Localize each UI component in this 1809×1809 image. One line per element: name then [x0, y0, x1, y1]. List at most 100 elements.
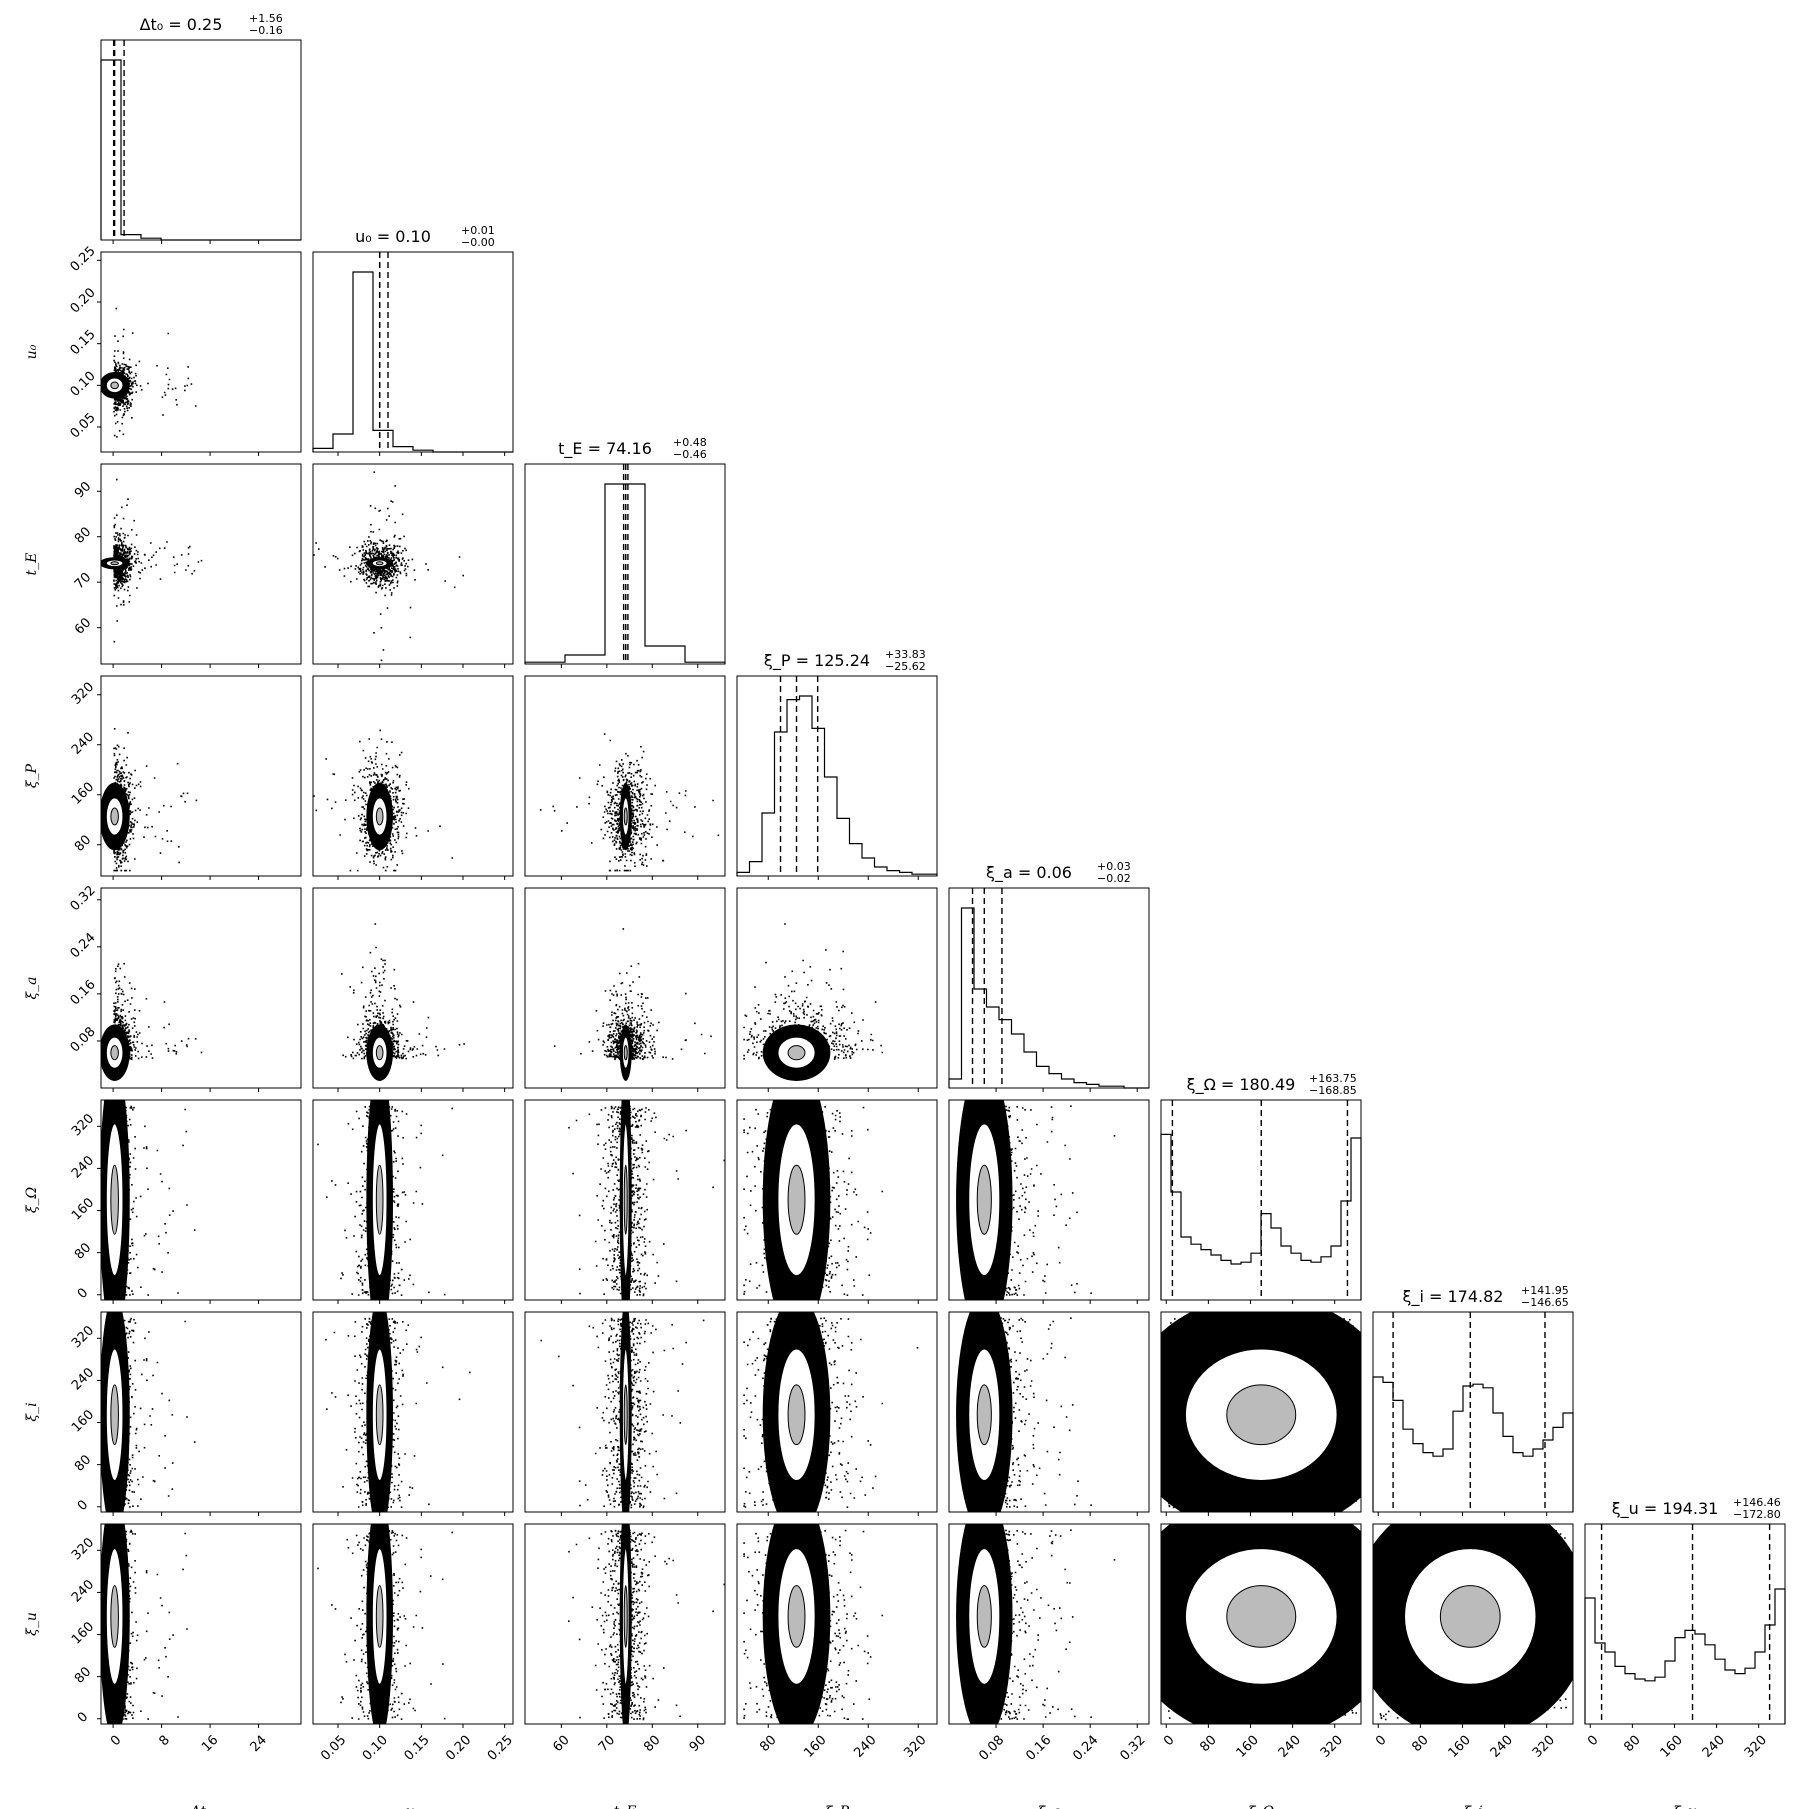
- xtick-label: 0.05: [318, 1733, 349, 1764]
- xtick-label: 16: [199, 1733, 221, 1755]
- yaxis-label-xiP: ξ_P: [24, 763, 40, 788]
- points-dt0-xia: [101, 962, 203, 1081]
- points-tE-xiu: [568, 1524, 725, 1724]
- xtick-label: 240: [1276, 1733, 1304, 1761]
- scatter-panel-dt0-u0: 0.05 0.10 0.15 0.20 0.25: [68, 244, 302, 456]
- ytick-label: 90: [72, 479, 94, 501]
- panel-frame: [100, 1099, 302, 1301]
- ytick-label: 160: [69, 1407, 97, 1435]
- panel-frame: [312, 251, 514, 453]
- contour-center: [787, 1045, 806, 1061]
- xtick-label: 320: [1742, 1733, 1770, 1761]
- xtick-label: 320: [1318, 1733, 1346, 1761]
- title-err-plus: +0.01: [461, 224, 495, 237]
- ytick-label: 0.16: [68, 977, 99, 1008]
- xtick-label: 80: [641, 1733, 663, 1755]
- ytick-label: 240: [69, 1577, 97, 1605]
- ytick-label: 80: [72, 1240, 94, 1262]
- scatter-panel-u0-xii: [312, 1311, 514, 1516]
- points-tE-xii: [540, 1312, 705, 1512]
- point-cloud: [113, 307, 197, 438]
- point-cloud: [568, 1105, 725, 1297]
- points-tE-xiO: [568, 1100, 725, 1300]
- xtick-label: 0.32: [1117, 1733, 1148, 1764]
- xtick-label: 0.20: [443, 1733, 474, 1764]
- ytick-label: 240: [69, 730, 97, 758]
- xtick-label: 0: [1585, 1733, 1601, 1749]
- scatter-panel-dt0-xia: 0.08 0.16 0.24 0.32: [68, 883, 302, 1092]
- xtick-label: 0.15: [402, 1733, 433, 1764]
- ytick-label: 0.10: [68, 369, 99, 400]
- contour-center: [110, 381, 119, 390]
- xtick-label: 160: [1658, 1733, 1686, 1761]
- contour-center: [375, 1585, 384, 1648]
- scatter-panel-tE-xiu: 60 70 80 90: [524, 1523, 726, 1755]
- scatter-panel-u0-xia: [312, 887, 514, 1092]
- panel-frame: [1160, 1099, 1362, 1301]
- contour-center: [623, 1045, 628, 1061]
- panel-frame: [100, 1523, 302, 1725]
- xtick-label: 0: [1161, 1733, 1177, 1749]
- xtick-label: 0: [1373, 1733, 1389, 1749]
- ytick-label: 160: [69, 1195, 97, 1223]
- contour-center: [110, 1045, 119, 1061]
- contour-center: [1226, 1384, 1297, 1446]
- hist-dt0: [100, 59, 301, 241]
- scatter-panel-xiO-xiu: 0 80 160 240 320: [1160, 1523, 1362, 1761]
- panel-frame: [1372, 1311, 1574, 1513]
- panel-frame: [312, 463, 514, 665]
- contour-center: [375, 1384, 384, 1446]
- title-main: ξ_a = 0.06: [986, 863, 1072, 883]
- contour-center: [976, 1384, 992, 1446]
- points-xiP-xia: [743, 923, 884, 1081]
- points-u0-xiO: [317, 1100, 453, 1300]
- scatter-panel-u0-xiP: [312, 675, 514, 880]
- point-cloud: [553, 928, 712, 1061]
- points-dt0-xiO: [101, 1100, 196, 1300]
- contour-center: [787, 1585, 806, 1648]
- scatter-panel-dt0-xiO: 0 80 160 240 320: [69, 1099, 302, 1304]
- xtick-label: 24: [248, 1733, 270, 1755]
- points-xia-xiO: [956, 1100, 1116, 1300]
- contour-center: [375, 561, 384, 566]
- contour-center: [976, 1164, 992, 1235]
- panel-frame: [736, 1311, 938, 1513]
- panel-frame: [100, 39, 302, 241]
- points-xiP-xiO: [743, 1100, 884, 1300]
- hist-tE: [524, 483, 726, 664]
- xtick-label: 0.08: [976, 1733, 1007, 1764]
- contour-center: [110, 1585, 119, 1648]
- points-xiO-xiu: [1161, 1524, 1361, 1724]
- ytick-label: 320: [69, 680, 97, 708]
- xaxis-label-dt0: Δt₀: [189, 1804, 212, 1809]
- points-u0-xiu: [317, 1524, 453, 1724]
- title-xiu: ξ_u = 194.31 +146.46−172.80: [1612, 1496, 1781, 1521]
- title-xiO: ξ_Ω = 180.49 +163.75−168.85: [1187, 1072, 1357, 1097]
- contour-center: [375, 807, 384, 826]
- hist-xii: [1372, 1376, 1574, 1512]
- panel-frame: [736, 887, 938, 1089]
- title-dt0: Δt₀ = 0.25 +1.56−0.16: [140, 12, 283, 37]
- points-dt0-u0: [101, 307, 197, 438]
- title-err-plus: +0.03: [1097, 860, 1131, 873]
- scatter-panel-xiP-xia: [736, 887, 938, 1092]
- scatter-panel-u0-xiu: 0.05 0.10 0.15 0.20 0.25: [312, 1523, 516, 1764]
- ytick-label: 80: [72, 1452, 94, 1474]
- xaxis-label-xia: ξ_a: [1037, 1804, 1060, 1809]
- xtick-label: 60: [550, 1733, 572, 1755]
- contour-center: [787, 1384, 806, 1446]
- scatter-panel-xia-xiO: [948, 1099, 1150, 1304]
- scatter-panel-xia-xii: [948, 1311, 1150, 1516]
- panel-frame: [100, 887, 302, 1089]
- panel-frame: [312, 1099, 514, 1301]
- xtick-label: 80: [1621, 1733, 1643, 1755]
- panel-frame: [312, 1311, 514, 1513]
- scatter-panel-dt0-tE: 60 70 80 90: [72, 463, 302, 668]
- hist-xiu: [1584, 1588, 1786, 1724]
- hist-panel-tE: [524, 463, 726, 668]
- xtick-label: 240: [1488, 1733, 1516, 1761]
- hist-panel-xii: [1372, 1311, 1574, 1516]
- yaxis-label-xiO: ξ_Ω: [24, 1186, 40, 1213]
- title-main: u₀ = 0.10: [355, 227, 431, 246]
- panel-frame: [736, 1099, 938, 1301]
